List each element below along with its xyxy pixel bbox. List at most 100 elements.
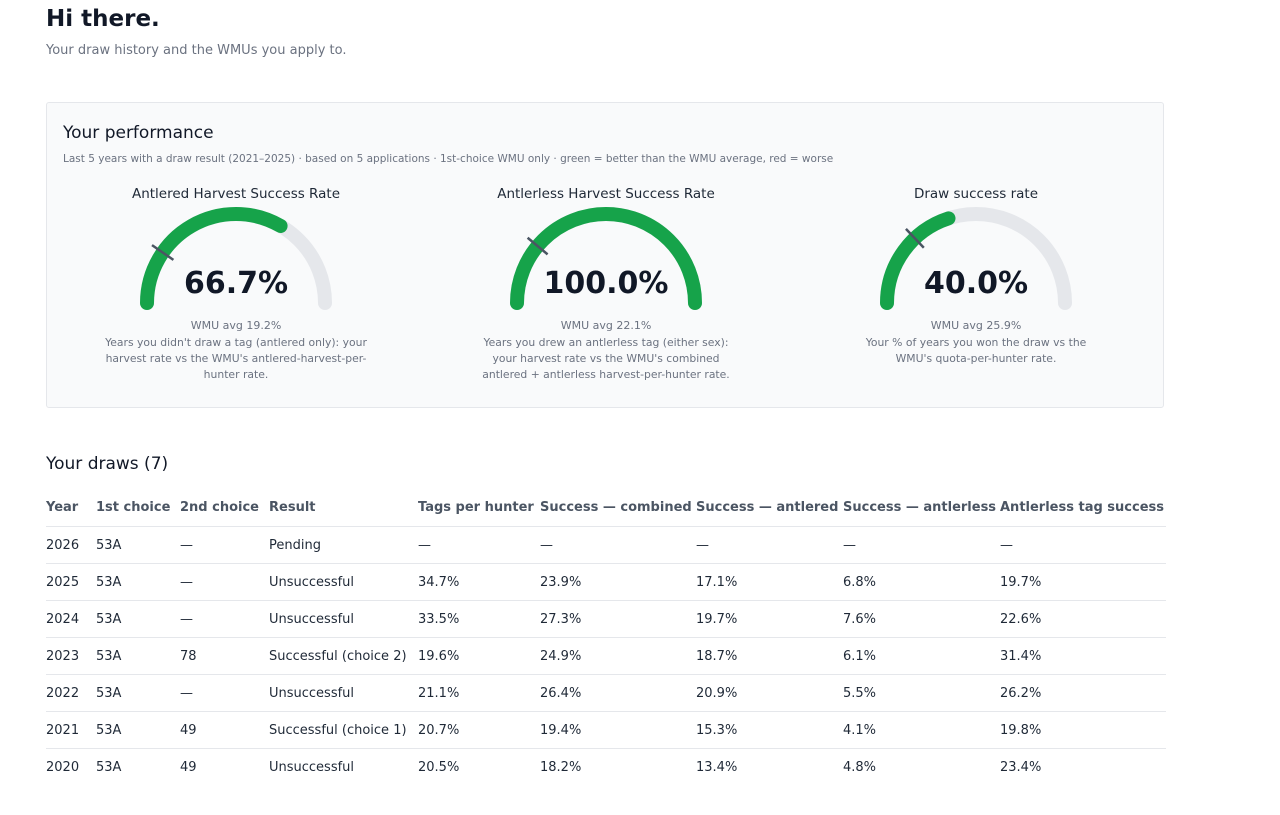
column-header: Success — antlered [696,489,843,527]
table-cell: 53A [96,526,180,564]
gauge-wmu-avg: WMU avg 22.1% [561,319,652,332]
gauge-value: 66.7% [184,266,288,301]
gauge-description: Years you didn't draw a tag (antlered on… [105,336,367,381]
table-cell: 26.2% [1000,674,1166,712]
table-cell: — [180,563,269,601]
table-cell: — [696,526,843,564]
draws-table: Year 1st choice 2nd choice Result Tags per h… [46,489,1166,785]
table-cell: 18.7% [696,637,843,675]
table-cell: Successful (choice 1) [269,711,418,749]
table-cell: 23.9% [540,563,696,601]
table-cell: — [540,526,696,564]
column-header: Antlerless tag success [1000,489,1166,527]
table-header-row: Year 1st choice 2nd choice Result Tags per h… [46,489,1166,527]
gauge-wmu-avg: WMU avg 19.2% [191,319,282,332]
table-cell: 21.1% [418,674,540,712]
table-cell: 49 [180,711,269,749]
column-header: Success — combined [540,489,696,527]
table-cell: 22.6% [1000,600,1166,638]
table-cell: 2026 [46,526,96,564]
table-cell: 2021 [46,711,96,749]
table-cell: 26.4% [540,674,696,712]
table-cell: 17.1% [696,563,843,601]
table-cell: 19.4% [540,711,696,749]
performance-panel: Your performance Last 5 years with a dra… [46,102,1164,408]
page-subtitle: Your draw history and the WMUs you apply… [46,43,347,58]
table-row: 2024 53A — Unsuccessful 33.5% 27.3% 19.7% 7.6% 2… [46,600,1166,638]
gauge-wmu-avg: WMU avg 25.9% [931,319,1022,332]
performance-subtitle: Last 5 years with a draw result (2021–20… [63,153,834,165]
gauge-description: Years you drew an antlerless tag (either… [482,336,730,381]
table-cell: 4.1% [843,711,1000,749]
table-cell: 2020 [46,759,80,775]
table-cell: 78 [180,637,269,675]
gauge-card-antlerless: Antlerless Harvest Success Rate 100.0% W… [471,185,741,383]
table-row: 2023 53A 78 Successful (choice 2) 19.6% 24.9%… [46,637,1166,675]
table-cell: Successful (choice 2) [269,637,418,675]
gauge-fill [140,207,288,310]
page-title: Hi there. [46,6,160,32]
table-cell: 27.3% [540,600,696,638]
table-cell: 7.6% [843,600,1000,638]
table-cell: Pending [269,526,418,564]
table-cell: 2023 [46,637,96,675]
gauge-value: 100.0% [544,266,669,301]
table-cell: — [843,526,1000,564]
table-cell: — [418,526,540,564]
table-cell: 4.8% [843,759,877,775]
table-cell: 5.5% [843,674,1000,712]
table-cell: 53A [96,759,122,775]
gauge-card-antlered: Antlered Harvest Success Rate 66.7% WMU … [101,185,371,383]
table-cell: — [180,674,269,712]
gauge-avg-marker [905,228,925,249]
table-cell: 2022 [46,674,96,712]
table-cell: 6.1% [843,637,1000,675]
gauge-card-draw-success: Draw success rate 40.0% WMU avg 25.9% Yo… [841,185,1111,367]
table-cell: 53A [96,711,180,749]
table-cell: 34.7% [418,563,540,601]
gauge-avg-marker [526,236,549,256]
table-cell: 15.3% [696,711,843,749]
gauge-title: Antlered Harvest Success Rate [131,186,341,202]
table-row: 2022 53A — Unsuccessful 21.1% 26.4% 20.9% 5.5% 2… [46,674,1166,712]
table-cell: 20.5% [418,759,460,775]
table-cell: 19.8% [1000,711,1166,749]
table-cell: — [180,600,269,638]
table-cell: 2025 [46,563,96,601]
table-cell: 53A [96,674,180,712]
table-cell: — [1000,526,1166,564]
table-cell: 19.7% [696,600,843,638]
table-cell: Unsuccessful [269,563,418,601]
gauge-antlerless: 100.0% WMU avg 22.1% [510,207,702,332]
gauge-fill [880,211,956,310]
gauge-fill [510,207,702,310]
gauge-title: Antlerless Harvest Success Rate [497,186,715,202]
table-cell: — [180,526,269,564]
table-cell: 53A [96,637,180,675]
gauge-value: 40.0% [924,266,1028,301]
table-cell: 24.9% [540,637,696,675]
table-cell: 19.6% [418,637,540,675]
table-cell: 53A [96,600,180,638]
table-cell: 20.7% [418,711,540,749]
table-cell: 18.2% [540,759,582,775]
column-header: Year [46,489,96,527]
gauge-title: Draw success rate [913,186,1039,202]
table-cell: 6.8% [843,563,1000,601]
gauge-avg-marker [151,244,175,261]
table-row: 2025 53A — Unsuccessful 34.7% 23.9% 17.1% 6.8% 1… [46,563,1166,601]
table-row: 2020 53A 49 Unsuccessful 20.5% 18.2% 13.4% 4.8%… [46,749,1166,786]
table-cell: 33.5% [418,600,540,638]
table-cell: 20.9% [696,674,843,712]
column-header: 1st choice [96,489,180,527]
table-row: 2021 53A 49 Successful (choice 1) 20.7% 19.4%… [46,711,1166,749]
column-header: Result [269,489,418,527]
table-cell: 2024 [46,600,96,638]
table-cell: 49 [180,759,197,775]
table-row: 2026 53A — Pending — — — — — [46,526,1166,564]
column-header: 2nd choice [180,489,269,527]
table-cell: 23.4% [1000,759,1042,775]
performance-title: Your performance [63,123,214,143]
table-cell: Unsuccessful [269,759,355,775]
table-cell: Unsuccessful [269,674,418,712]
